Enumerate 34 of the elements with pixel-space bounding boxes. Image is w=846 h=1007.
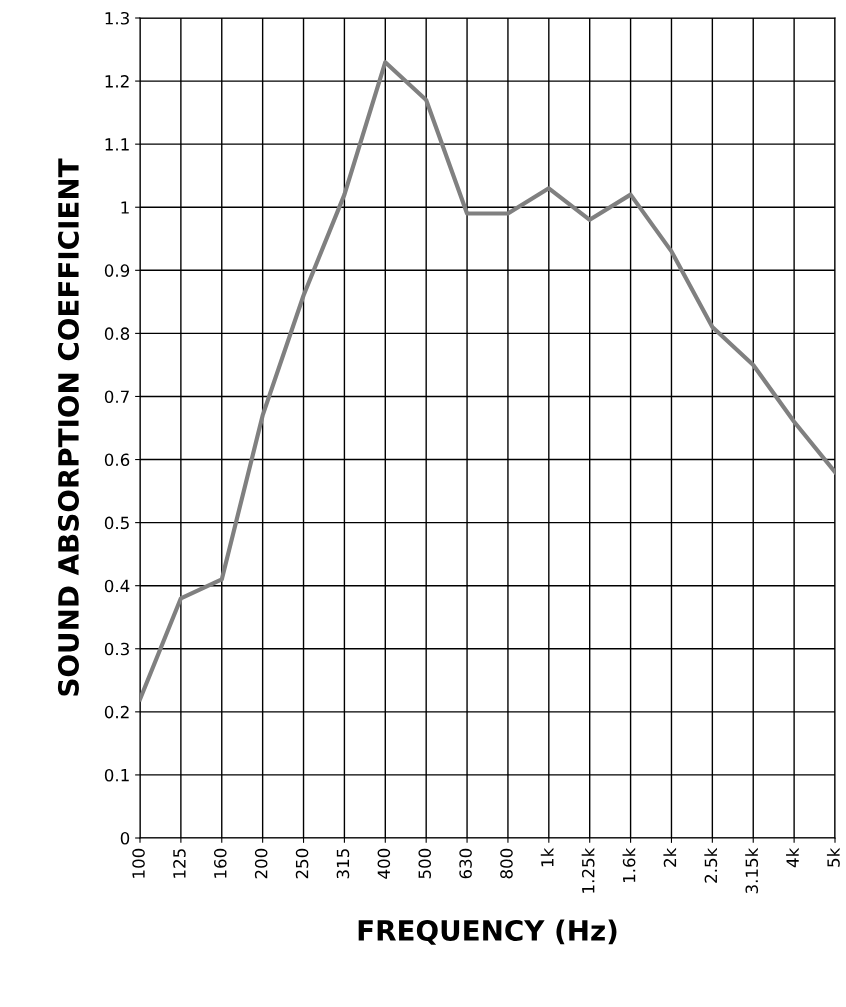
x-tick-label: 250 (295, 848, 309, 879)
x-tick-label: 800 (500, 848, 513, 879)
x-tick-label: 3.15k (745, 847, 759, 894)
x-tick-label: 400 (377, 848, 391, 879)
x-tick-label: 630 (459, 848, 472, 879)
y-tick-label: 0.7 (104, 390, 129, 404)
y-tick-label: 1 (121, 201, 129, 214)
x-tick-label: 160 (213, 848, 227, 878)
y-tick-label: 1.1 (105, 138, 129, 151)
y-tick-label: 0.6 (104, 453, 130, 467)
y-tick-label: 0.1 (104, 768, 129, 782)
y-tick-label: 0.8 (104, 327, 130, 340)
x-tick-label: 4k (786, 847, 799, 868)
x-tick-label: 1k (540, 847, 554, 867)
y-tick-label: 0.2 (104, 705, 129, 719)
y-tick-label: 0.9 (104, 264, 130, 277)
x-tick-label: 315 (336, 849, 350, 879)
y-tick-label: 1.2 (105, 75, 129, 88)
y-axis-title: SOUND ABSORPTION COEFFICIENT (57, 158, 79, 696)
x-tick-label: 2k (663, 847, 677, 867)
x-tick-label: 200 (254, 848, 268, 879)
x-tick-label: 5k (826, 847, 840, 867)
y-tick-label: 1.3 (105, 11, 129, 25)
x-tick-label: 1.25k (581, 847, 595, 893)
x-tick-label: 500 (418, 848, 432, 879)
x-axis-title: FREQUENCY (Hz) (358, 919, 617, 945)
x-tick-label: 1.6k (622, 847, 636, 883)
x-tick-label: 125 (173, 849, 186, 878)
x-tick-label: 2.5k (704, 847, 718, 883)
y-tick-label: 0.3 (104, 642, 129, 656)
y-tick-label: 0 (120, 831, 130, 845)
x-tick-label: 100 (132, 848, 145, 878)
y-tick-label: 0.4 (104, 579, 130, 593)
y-tick-label: 0.5 (104, 516, 129, 530)
